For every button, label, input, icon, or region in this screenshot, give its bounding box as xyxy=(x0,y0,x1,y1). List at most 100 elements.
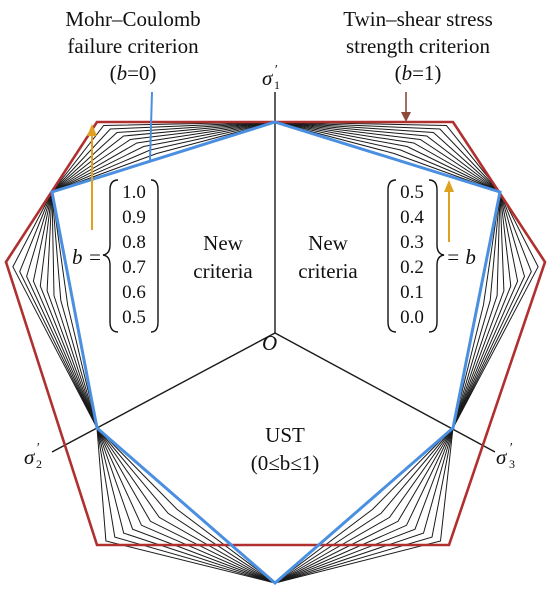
ust-criterion-line xyxy=(274,427,454,584)
ust-criterion-line xyxy=(96,427,276,584)
left-b-value: 1.0 xyxy=(122,182,146,203)
right-b-value: 0.2 xyxy=(400,257,424,278)
left-b-value-list: 1.0 0.9 0.8 0.7 0.6 0.5 xyxy=(122,182,146,328)
ust-criterion-line xyxy=(46,191,98,429)
mohr-coulomb-title-line2: failure criterion xyxy=(67,34,199,58)
ust-criterion-line xyxy=(452,191,501,429)
right-b-value-list: 0.5 0.4 0.3 0.2 0.1 0.0 xyxy=(400,182,424,328)
ust-criterion-line xyxy=(51,121,276,193)
ust-criterion-line xyxy=(274,121,501,193)
ust-criterion-line xyxy=(274,427,454,584)
ust-criterion-line xyxy=(51,191,98,429)
ust-criterion-line xyxy=(274,427,454,584)
ust-criterion-line xyxy=(274,121,501,193)
twin-shear-hexagon xyxy=(4,120,547,547)
ust-criterion-line xyxy=(51,121,276,193)
ust-criterion-line xyxy=(96,427,276,584)
mohr-coulomb-pointer xyxy=(149,91,153,161)
right-b-value: 0.4 xyxy=(400,207,424,228)
ust-criterion-line xyxy=(274,121,501,193)
ust-criterion-line xyxy=(51,191,98,429)
new-criteria-left-line2: criteria xyxy=(193,259,253,283)
ust-criterion-line xyxy=(51,191,98,429)
ust-criterion-line xyxy=(274,121,501,193)
ust-criterion-line xyxy=(32,191,98,429)
twin-shear-b-value: (b=1) xyxy=(395,61,442,85)
ust-criterion-line xyxy=(274,427,454,584)
ust-criterion-line xyxy=(51,121,276,193)
new-criteria-right-line1: New xyxy=(308,231,348,255)
right-b-value: 0.5 xyxy=(400,182,424,203)
svg-text:3: 3 xyxy=(509,457,515,471)
ust-criterion-line xyxy=(452,191,519,429)
ust-criterion-line xyxy=(12,191,98,429)
sigma3-axis xyxy=(274,332,496,453)
sigma2-axis xyxy=(51,332,276,453)
svg-text:σ: σ xyxy=(24,445,36,469)
svg-text:′: ′ xyxy=(509,441,513,456)
ust-criterion-line xyxy=(26,191,98,429)
svg-text:σ: σ xyxy=(496,445,508,469)
ust-criterion-line xyxy=(274,427,454,584)
ust-criterion-line xyxy=(51,121,276,193)
sigma1-label: σ ′ 1 xyxy=(262,63,280,92)
ust-criterion-line xyxy=(274,121,501,193)
ust-criterion-line xyxy=(274,121,501,193)
ust-criterion-line xyxy=(96,427,276,584)
right-b-value: 0.3 xyxy=(400,232,424,253)
svg-text:σ: σ xyxy=(262,66,274,90)
ust-criterion-line xyxy=(452,191,501,429)
right-b-arrowhead xyxy=(444,180,454,192)
ust-criterion-line xyxy=(96,427,276,584)
ust-criterion-line xyxy=(96,427,276,584)
left-b-value: 0.5 xyxy=(122,307,146,328)
ust-criterion-line xyxy=(96,427,276,584)
left-b-value: 0.6 xyxy=(122,282,146,303)
ust-range-label: (0≤b≤1) xyxy=(251,451,320,475)
svg-text:2: 2 xyxy=(36,457,42,471)
right-b-equals: = b xyxy=(446,245,476,269)
ust-criterion-line xyxy=(274,427,454,584)
ust-criterion-line xyxy=(274,427,454,584)
twin-shear-title-line1: Twin–shear stress xyxy=(343,7,493,31)
ust-criteria-family xyxy=(12,121,539,584)
ust-criterion-line xyxy=(452,191,526,429)
ust-criterion-line xyxy=(96,427,276,584)
right-b-value: 0.0 xyxy=(400,307,424,328)
svg-text:1: 1 xyxy=(274,78,280,92)
ust-criterion-line xyxy=(51,121,276,193)
ust-criterion-line xyxy=(96,427,276,584)
mohr-coulomb-b-value: (b=0) xyxy=(110,61,157,85)
right-b-value: 0.1 xyxy=(400,282,424,303)
ust-criterion-line xyxy=(452,191,532,429)
new-criteria-left-line1: New xyxy=(203,231,243,255)
sigma2-label: σ ′ 2 xyxy=(24,441,42,471)
ust-criterion-line xyxy=(452,191,512,429)
ust-label: UST xyxy=(265,423,305,447)
ust-criterion-line xyxy=(274,427,454,584)
origin-label: O xyxy=(262,331,277,355)
ust-criterion-line xyxy=(452,191,539,429)
left-b-equals: b = xyxy=(72,245,102,269)
twin-shear-title-line2: strength criterion xyxy=(346,34,491,58)
ust-criterion-line xyxy=(274,427,454,584)
svg-text:′: ′ xyxy=(36,441,40,456)
left-brace xyxy=(102,179,159,333)
twin-shear-arrowhead xyxy=(401,112,411,122)
left-b-arrowhead xyxy=(87,124,97,136)
ust-criterion-line xyxy=(452,191,505,429)
right-brace xyxy=(387,179,445,333)
left-b-value: 0.7 xyxy=(122,257,146,278)
ust-criterion-line xyxy=(51,121,276,193)
ust-criterion-line xyxy=(96,427,276,584)
mohr-coulomb-hexagon xyxy=(50,120,502,585)
ust-criterion-line xyxy=(452,191,501,429)
left-b-value: 0.9 xyxy=(122,207,146,228)
svg-text:′: ′ xyxy=(274,63,278,78)
ust-criterion-line xyxy=(19,191,98,429)
ust-criterion-line xyxy=(39,191,98,429)
ust-criterion-line xyxy=(274,121,501,193)
ust-criterion-line xyxy=(51,121,276,193)
